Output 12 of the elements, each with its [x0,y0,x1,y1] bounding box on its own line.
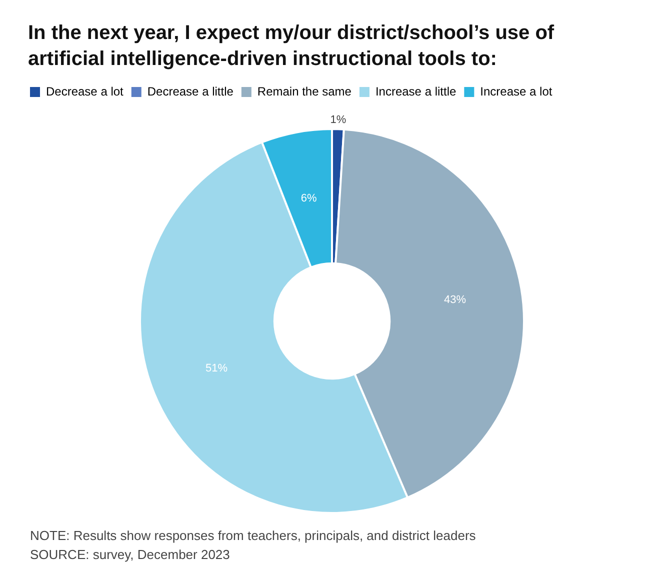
legend-label: Remain the same [257,84,352,98]
data-label: 43% [444,294,466,306]
data-label: 6% [300,192,318,204]
legend-label: Decrease a little [147,84,234,98]
text: NOTE: Results show responses from teachers, principals, and district leaders [30,527,477,545]
legend-label: Increase a lot [480,84,553,98]
data-label: 51% [206,362,228,374]
legend-label: Increase a little [375,84,456,98]
data-label: 1% [330,114,346,126]
legend-label: Decrease a lot [46,84,124,98]
source-note: SOURCE: survey, December 2023 [30,546,231,564]
chart-title: In the next year, I expect my/our district/school’s use of artificial intelligence-driven instructional tools to: [27,21,556,72]
